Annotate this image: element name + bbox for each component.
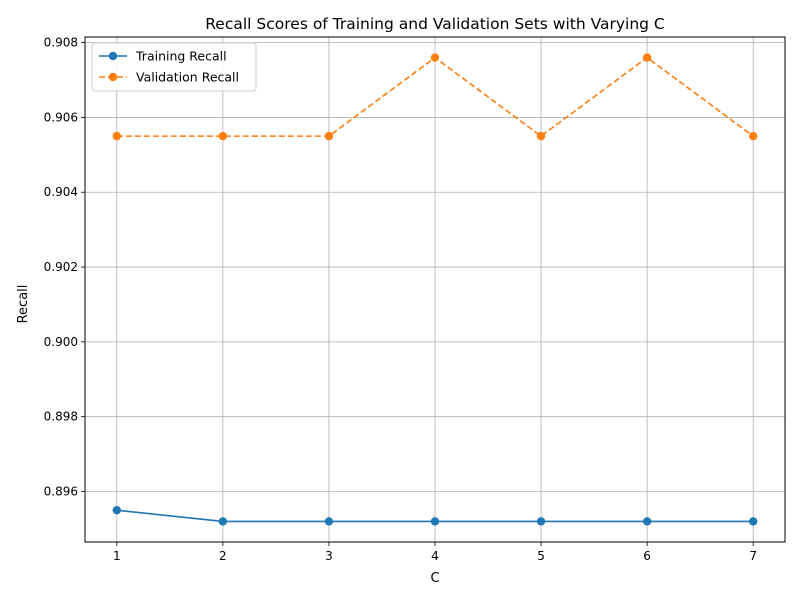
series-training xyxy=(112,506,758,526)
data-point xyxy=(324,517,334,526)
x-axis-ticks: 1 2 3 4 5 6 7 xyxy=(113,542,757,563)
data-point xyxy=(430,53,440,62)
data-point xyxy=(112,506,122,515)
data-point xyxy=(218,131,228,141)
x-tick-label: 7 xyxy=(749,549,757,563)
y-axis-label: Recall xyxy=(16,285,31,324)
legend-label: Validation Recall xyxy=(136,70,239,85)
y-tick-label: 0.896 xyxy=(44,485,78,499)
y-axis-ticks: 0.896 0.898 0.900 0.902 0.904 0.906 0.908 xyxy=(44,36,85,499)
data-point xyxy=(112,131,122,141)
data-point xyxy=(218,517,228,526)
data-point xyxy=(324,131,334,141)
x-axis-label: C xyxy=(430,571,439,586)
data-point xyxy=(430,517,440,526)
data-point xyxy=(642,53,652,62)
legend-entry: Validation Recall xyxy=(99,70,239,85)
grid xyxy=(85,37,785,542)
legend-box xyxy=(91,42,257,92)
legend-label: Training Recall xyxy=(135,49,227,64)
legend-marker xyxy=(108,51,118,61)
y-tick-label: 0.904 xyxy=(44,185,78,199)
legend-marker xyxy=(108,72,118,82)
data-point xyxy=(536,131,546,141)
y-tick-label: 0.908 xyxy=(44,36,78,50)
x-tick-label: 1 xyxy=(113,549,121,563)
y-tick-label: 0.898 xyxy=(44,410,78,424)
data-point xyxy=(748,131,758,141)
x-tick-label: 5 xyxy=(537,549,545,563)
legend: Training Recall Validation Recall xyxy=(91,42,257,92)
x-tick-label: 6 xyxy=(643,549,651,563)
x-tick-label: 4 xyxy=(431,549,439,563)
series-validation xyxy=(112,53,758,141)
y-tick-label: 0.906 xyxy=(44,110,78,124)
y-tick-label: 0.902 xyxy=(44,260,78,274)
x-tick-label: 3 xyxy=(325,549,333,563)
x-tick-label: 2 xyxy=(219,549,227,563)
y-tick-label: 0.900 xyxy=(44,335,78,349)
legend-entry: Training Recall xyxy=(99,49,227,64)
data-point xyxy=(748,517,758,526)
data-point xyxy=(536,517,546,526)
data-point xyxy=(642,517,652,526)
series-layer xyxy=(112,53,758,526)
chart-title: Recall Scores of Training and Validation… xyxy=(205,15,665,33)
